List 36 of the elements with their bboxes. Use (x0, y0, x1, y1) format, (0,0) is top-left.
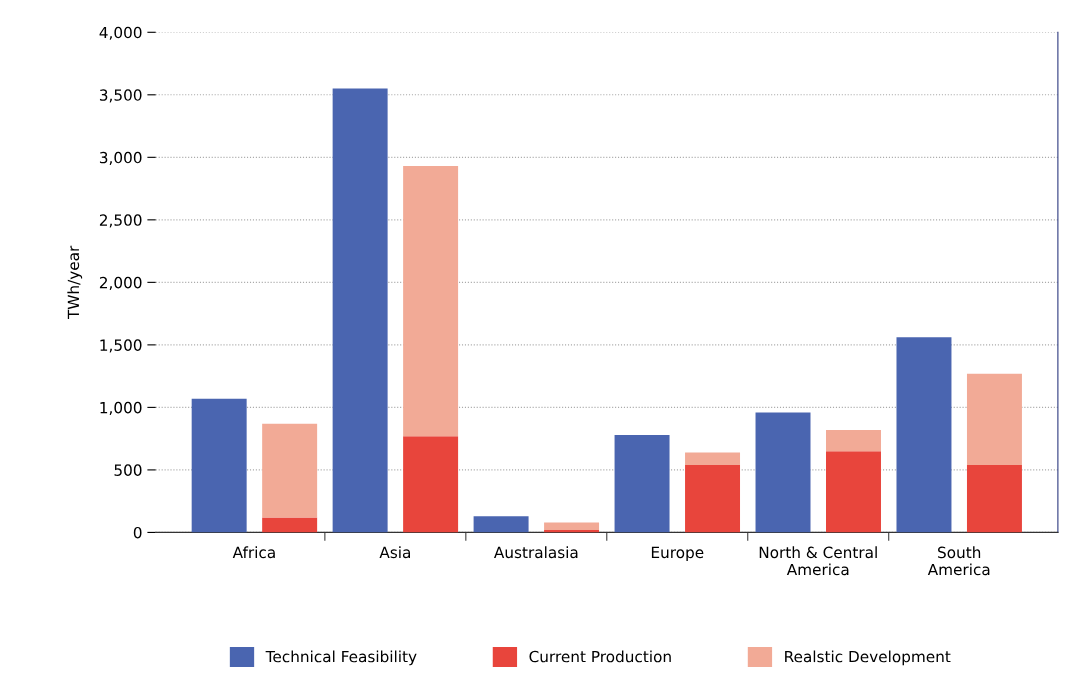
bar (614, 434, 670, 533)
y-tick-label: 2,000 (99, 276, 142, 290)
x-tick-label: Asia (379, 546, 410, 559)
bar (966, 464, 1022, 533)
legend-label: Technical Feasibility (265, 650, 417, 666)
y-tick-label: 500 (114, 464, 142, 476)
bar (403, 166, 459, 437)
y-tick-label: 2,500 (99, 214, 142, 228)
bar (262, 423, 318, 518)
x-tick-label: Europe (651, 546, 704, 562)
bar (403, 436, 459, 533)
y-tick-label: 3,500 (99, 89, 142, 103)
legend-label: Current Production (529, 650, 671, 663)
bar (685, 464, 741, 533)
y-axis-title: TWh/year (67, 245, 83, 320)
bar (332, 88, 388, 533)
x-tick-label: Africa (232, 546, 275, 559)
x-tick-label: Australasia (494, 546, 578, 559)
bar (685, 452, 741, 465)
bar (262, 517, 318, 533)
bar (755, 412, 811, 533)
bar (191, 398, 247, 533)
y-tick-label: 1,000 (100, 401, 142, 415)
y-tick-label: 1,500 (100, 339, 142, 353)
y-tick-label: 0 (133, 526, 142, 539)
y-tick-label: 3,000 (99, 151, 142, 165)
bar (966, 373, 1022, 465)
y-tick-label: 4,000 (99, 26, 142, 40)
bar (896, 337, 952, 533)
bar (826, 451, 881, 533)
x-tick-label: North & Central America (759, 546, 877, 576)
legend-label: Realstic Development (785, 650, 951, 666)
bar (473, 516, 529, 533)
x-tick-label: South America (927, 546, 990, 576)
bar (544, 522, 600, 530)
bar (826, 429, 881, 452)
